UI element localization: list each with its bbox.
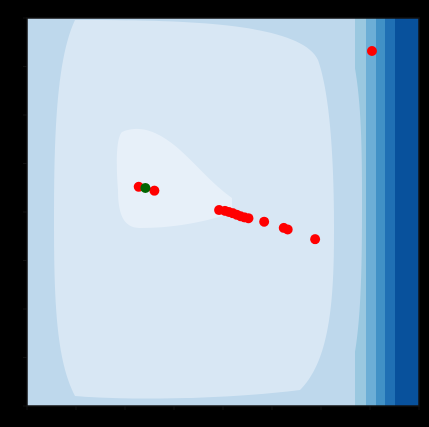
contour-band-7 xyxy=(385,18,395,406)
scatter-point-red xyxy=(283,224,293,234)
contour-band-8 xyxy=(395,18,419,406)
scatter-point-red xyxy=(259,217,269,227)
contour-band-6 xyxy=(376,18,385,406)
scatter-point-red xyxy=(149,186,159,196)
contour-band-5 xyxy=(366,18,376,406)
scatter-point-red xyxy=(310,234,320,244)
scatter-point-red xyxy=(243,213,253,223)
scatter-point-green xyxy=(140,183,150,193)
scatter-point-red xyxy=(367,46,377,56)
